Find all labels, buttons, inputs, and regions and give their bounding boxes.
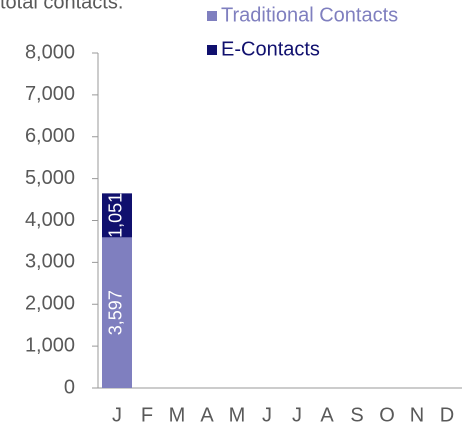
legend-swatch [207, 45, 217, 55]
y-tick-label: 6,000 [25, 125, 75, 147]
x-tick-label: N [410, 404, 424, 426]
bar-segment [102, 237, 132, 388]
x-tick-label: O [379, 404, 395, 426]
x-tick-label: J [112, 404, 122, 426]
x-tick-label: J [292, 404, 302, 426]
x-tick-label: S [350, 404, 363, 426]
data-label: 3,597 [106, 290, 126, 335]
y-tick-label: 7,000 [25, 83, 75, 105]
y-tick-label: 2,000 [25, 293, 75, 315]
x-tick-label: M [229, 404, 246, 426]
y-tick-label: 5,000 [25, 167, 75, 189]
legend-label: Traditional Contacts [221, 4, 398, 26]
x-tick-label: D [440, 404, 454, 426]
y-tick-label: 0 [64, 376, 75, 398]
data-label: 1,051 [106, 193, 126, 238]
legend-label: E-Contacts [221, 38, 320, 60]
x-tick-label: M [169, 404, 186, 426]
y-tick-label: 3,000 [25, 251, 75, 273]
x-tick-label: A [320, 404, 334, 426]
x-tick-label: J [262, 404, 272, 426]
y-tick-label: 1,000 [25, 334, 75, 356]
legend-swatch [207, 11, 217, 21]
y-tick-label: 4,000 [25, 209, 75, 231]
chart-title: total contacts. [0, 0, 123, 13]
x-tick-label: A [200, 404, 214, 426]
bar-segment [102, 193, 132, 238]
y-tick-label: 8,000 [25, 41, 75, 63]
x-tick-label: F [141, 404, 153, 426]
